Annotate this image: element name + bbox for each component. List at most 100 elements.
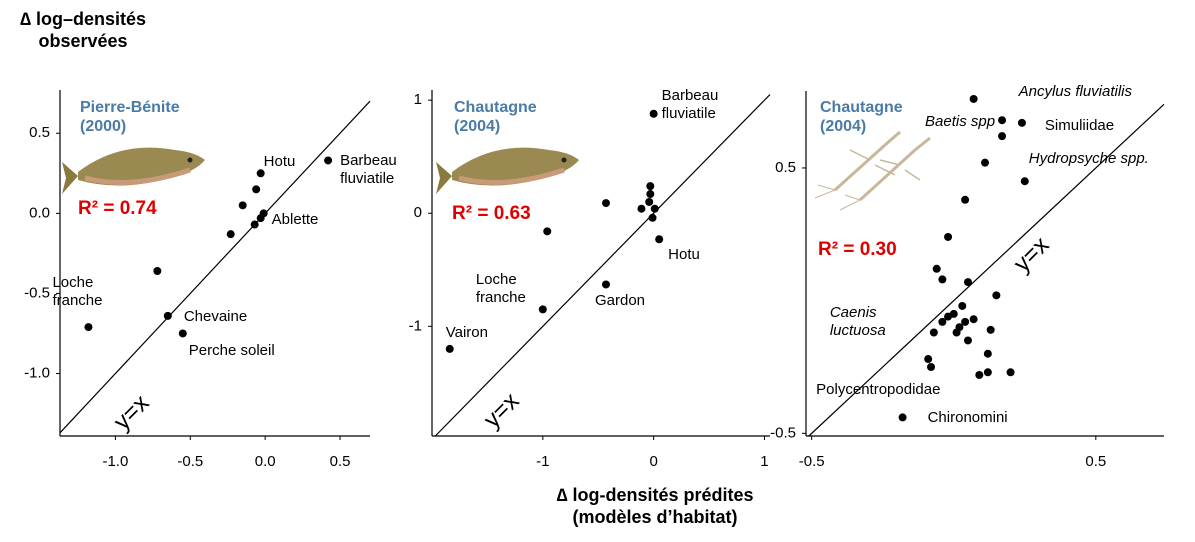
y-tick-label: -0.5: [770, 424, 796, 441]
point: [944, 312, 953, 321]
point-label: Barbeau fluviatile: [661, 86, 719, 122]
y-tick-label: 1: [414, 91, 422, 108]
x-tick-label: 0.5: [330, 453, 351, 470]
point: [963, 278, 972, 287]
y-tick-label: -1.0: [24, 364, 50, 381]
point-label: Loche franche: [52, 274, 103, 310]
point: [1017, 118, 1026, 127]
r-squared: R² = 0.63: [452, 203, 531, 224]
point: [648, 213, 657, 222]
point: [645, 197, 654, 206]
point-label: Baetis spp: [925, 113, 996, 131]
point-label: Ancylus fluviatilis: [1018, 82, 1132, 100]
y-axis-label: ∆ log–densités observées: [19, 9, 147, 51]
x-tick-label: 0.5: [1085, 453, 1106, 470]
point: [998, 132, 1007, 141]
point: [538, 305, 547, 314]
point-label: Barbeau fluviatile: [340, 152, 397, 188]
point: [898, 413, 907, 422]
panel-title: Chautagne (2004): [820, 99, 903, 135]
insect-illustration: [814, 130, 931, 211]
point: [975, 370, 984, 379]
point: [178, 329, 187, 338]
point-label: Hydropsyche spp.: [1028, 150, 1149, 168]
point: [256, 214, 265, 223]
point: [1006, 368, 1015, 377]
y-tick-label: -0.5: [24, 284, 50, 301]
x-tick-label: 0.0: [255, 453, 276, 470]
point-label: Hotu: [668, 246, 700, 264]
point: [650, 204, 659, 213]
point: [649, 109, 658, 118]
point: [252, 185, 261, 194]
point: [445, 344, 454, 353]
x-tick-label: -0.5: [177, 453, 203, 470]
point: [961, 317, 970, 326]
point-label: Polycentropodidae: [816, 381, 941, 399]
point: [929, 328, 938, 337]
point: [637, 204, 646, 213]
point: [938, 275, 947, 284]
x-tick-label: 0: [649, 453, 657, 470]
point-label: Perche soleil: [188, 342, 275, 360]
reference-line: [434, 94, 771, 437]
point-label: Caenis luctuosa: [829, 303, 886, 339]
y-tick-label: 0.0: [29, 204, 50, 221]
point: [226, 230, 235, 239]
point: [153, 267, 162, 276]
point: [324, 156, 333, 165]
point: [955, 323, 964, 332]
point: [992, 291, 1001, 300]
reference-line: [59, 100, 371, 434]
point: [238, 201, 247, 210]
point: [655, 235, 664, 244]
x-tick-label: 1: [760, 453, 768, 470]
y-tick-label: 0.5: [29, 124, 50, 141]
point-label: Simuliidae: [1044, 116, 1115, 134]
point: [543, 227, 552, 236]
point: [969, 315, 978, 324]
point: [963, 336, 972, 345]
x-tick-label: -1.0: [102, 453, 128, 470]
r-squared: R² = 0.30: [818, 239, 897, 260]
point: [932, 264, 941, 273]
fish-illustration: [62, 147, 579, 194]
x-axis-label: ∆ log-densités prédites (modèles d’habit…: [556, 485, 754, 527]
point: [944, 232, 953, 241]
x-tick-label: -0.5: [799, 453, 825, 470]
point: [961, 195, 970, 204]
point: [256, 169, 265, 178]
point-label: Vairon: [445, 323, 488, 341]
point: [924, 355, 933, 364]
point-label: Gardon: [594, 292, 646, 310]
point: [646, 182, 655, 191]
reference-line: [808, 103, 1165, 437]
y-tick-label: -1: [409, 317, 422, 334]
point: [84, 323, 93, 332]
point: [986, 325, 995, 334]
point: [981, 158, 989, 167]
point: [958, 301, 967, 310]
point: [938, 317, 947, 326]
point: [601, 280, 610, 289]
y-tick-label: 0.5: [775, 159, 796, 176]
panel-title: Chautagne (2004): [454, 99, 537, 135]
point-label: Ablette: [271, 210, 319, 228]
point: [983, 368, 992, 377]
point: [601, 199, 610, 208]
panel-title: Pierre-Bénite (2000): [80, 99, 180, 135]
point-label: Chevaine: [183, 307, 248, 325]
x-tick-label: -1: [536, 453, 549, 470]
point: [983, 349, 992, 358]
r-squared: R² = 0.74: [78, 198, 157, 219]
point: [998, 116, 1007, 125]
y-tick-label: 0: [414, 204, 422, 221]
point-label: Chironomini: [927, 409, 1008, 427]
point: [163, 311, 172, 320]
point-label: Hotu: [263, 153, 296, 171]
point: [250, 220, 259, 229]
point: [646, 190, 655, 199]
point: [1020, 177, 1029, 186]
